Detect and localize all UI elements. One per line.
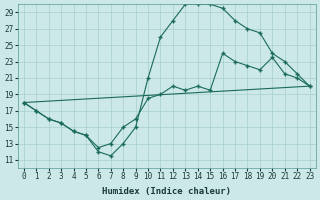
- X-axis label: Humidex (Indice chaleur): Humidex (Indice chaleur): [102, 187, 231, 196]
